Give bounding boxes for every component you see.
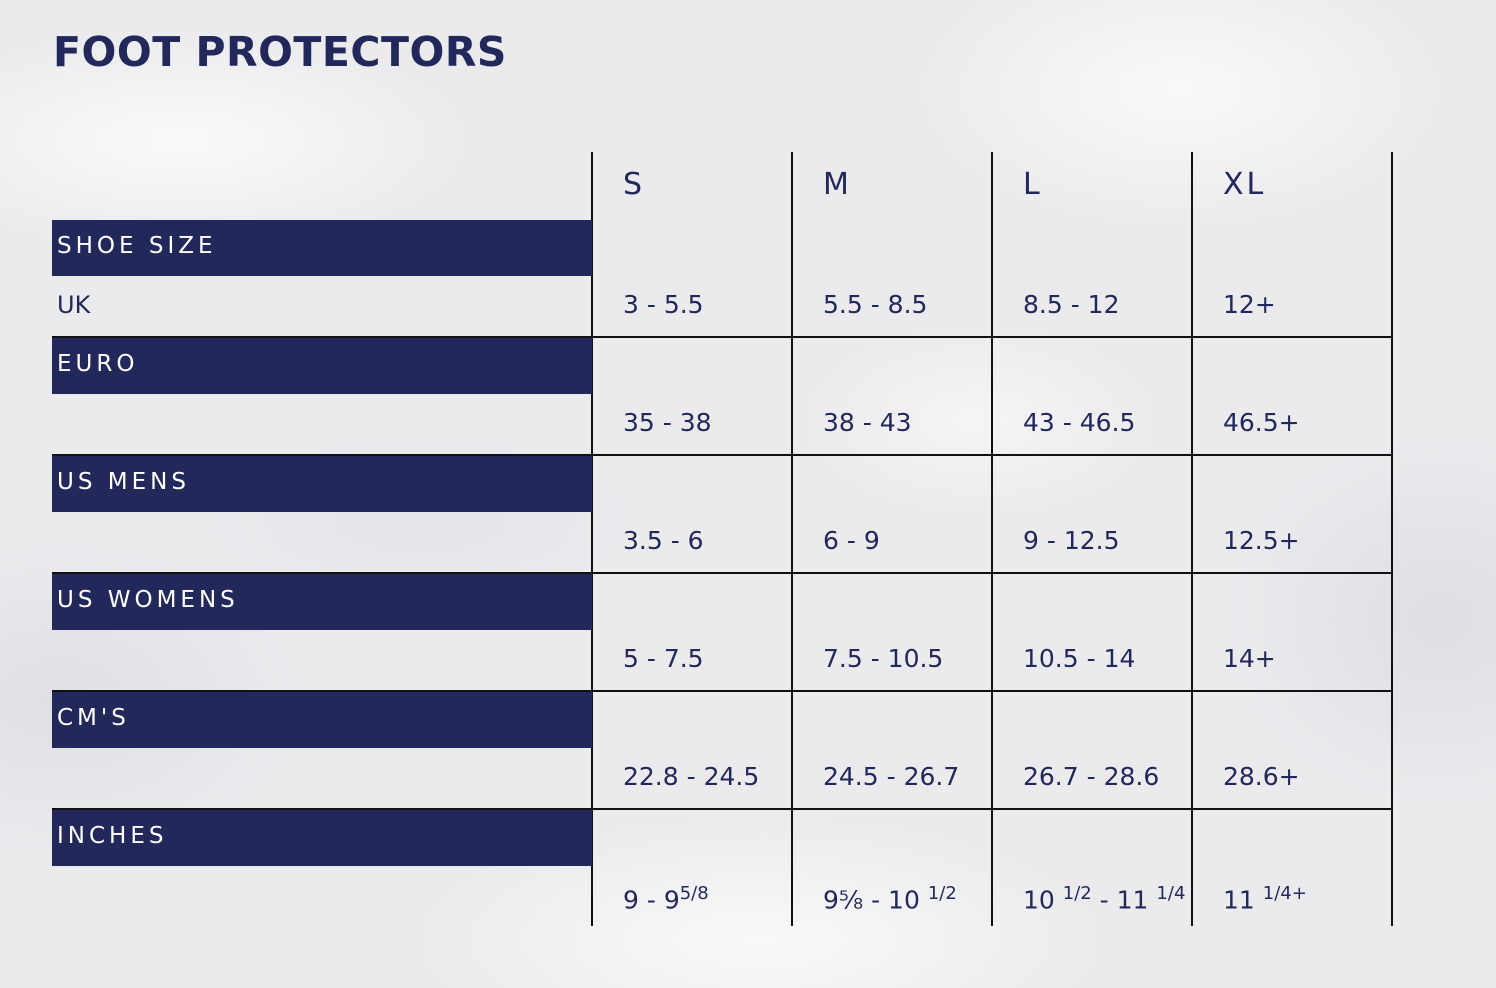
row-label-bar: SHOE SIZE bbox=[52, 220, 592, 276]
size-cell-fraction: 1/2 bbox=[927, 883, 957, 904]
row-label-bar: EURO bbox=[52, 338, 592, 394]
row-label: CM'S bbox=[57, 705, 130, 731]
size-cell: 5 - 7.5 bbox=[623, 644, 704, 673]
size-cell-fraction: 5/8 bbox=[679, 883, 709, 904]
grid-line-horizontal bbox=[52, 572, 1393, 574]
grid-line-horizontal bbox=[52, 690, 1393, 692]
grid-line-horizontal bbox=[52, 336, 1393, 338]
size-cell: 9 - 12.5 bbox=[1023, 526, 1120, 555]
grid-line-vertical bbox=[791, 152, 793, 926]
size-cell: 22.8 - 24.5 bbox=[623, 762, 760, 791]
size-cell-fraction: 1/2 bbox=[1062, 883, 1092, 904]
size-header-l: L bbox=[1023, 167, 1043, 202]
row-sublabel: UK bbox=[57, 291, 91, 319]
size-cell-fraction: 1/4+ bbox=[1262, 883, 1307, 904]
size-cell: 14+ bbox=[1223, 644, 1276, 673]
size-cell: 35 - 38 bbox=[623, 408, 712, 437]
size-cell: 10.5 - 14 bbox=[1023, 644, 1136, 673]
size-cell: 12+ bbox=[1223, 290, 1276, 319]
size-cell: 38 - 43 bbox=[823, 408, 912, 437]
size-cell: 9⅝ - 10 1/2 bbox=[823, 878, 957, 916]
size-header-s: S bbox=[623, 167, 646, 202]
size-cell: 26.7 - 28.6 bbox=[1023, 762, 1160, 791]
size-cell: 3 - 5.5 bbox=[623, 290, 704, 319]
row-label: US WOMENS bbox=[57, 587, 239, 613]
size-cell: 7.5 - 10.5 bbox=[823, 644, 944, 673]
size-cell-main: 10 bbox=[1023, 885, 1063, 915]
grid-line-vertical bbox=[1391, 152, 1393, 926]
size-cell: 28.6+ bbox=[1223, 762, 1300, 791]
row-label: SHOE SIZE bbox=[57, 233, 217, 259]
size-cell: 10 1/2 - 11 1/4 bbox=[1023, 878, 1185, 916]
size-cell-main: 9⅝ - 10 bbox=[823, 885, 928, 915]
size-header-xl: XL bbox=[1223, 167, 1267, 202]
grid-line-horizontal bbox=[52, 454, 1393, 456]
size-cell: 43 - 46.5 bbox=[1023, 408, 1136, 437]
row-label: US MENS bbox=[57, 469, 190, 495]
size-header-m: M bbox=[823, 167, 852, 202]
row-label: EURO bbox=[57, 351, 139, 377]
row-label-bar: US MENS bbox=[52, 456, 592, 512]
row-label-bar: US WOMENS bbox=[52, 574, 592, 630]
size-cell: 5.5 - 8.5 bbox=[823, 290, 928, 319]
grid-line-vertical bbox=[591, 152, 593, 926]
row-label: INCHES bbox=[57, 823, 168, 849]
size-cell-fraction: 1/4 bbox=[1156, 883, 1186, 904]
grid-line-horizontal bbox=[52, 808, 1393, 810]
size-cell: 46.5+ bbox=[1223, 408, 1300, 437]
size-cell: 8.5 - 12 bbox=[1023, 290, 1120, 319]
grid-line-vertical bbox=[991, 152, 993, 926]
row-label-bar: CM'S bbox=[52, 692, 592, 748]
grid-line-vertical bbox=[1191, 152, 1193, 926]
size-cell: 9 - 95/8 bbox=[623, 878, 709, 916]
size-cell-main: 9 - 9 bbox=[623, 885, 680, 915]
size-cell-main: 11 bbox=[1223, 885, 1263, 915]
size-cell: 11 1/4+ bbox=[1223, 878, 1307, 916]
size-cell: 24.5 - 26.7 bbox=[823, 762, 960, 791]
row-label-bar: INCHES bbox=[52, 810, 592, 866]
size-cell: 6 - 9 bbox=[823, 526, 880, 555]
size-cell-main: - 11 bbox=[1091, 885, 1157, 915]
size-cell: 12.5+ bbox=[1223, 526, 1300, 555]
size-cell: 3.5 - 6 bbox=[623, 526, 704, 555]
page-title: FOOT PROTECTORS bbox=[53, 28, 507, 76]
